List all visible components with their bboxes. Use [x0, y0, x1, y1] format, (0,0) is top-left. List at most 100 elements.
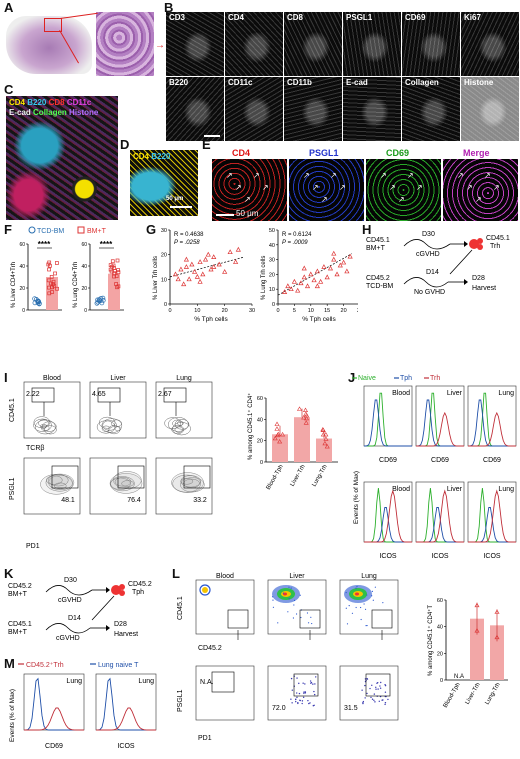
l-event: [295, 698, 297, 700]
l-bar-ytick-label: 60: [437, 598, 443, 604]
l-event: [290, 698, 292, 700]
imc-marker-grid: CD3 CD4 CD8 PSGL1 CD69 Ki67 B220 CD11c CD11b E-ca…: [166, 12, 519, 144]
schema-donor1: CD45.1: [366, 237, 390, 244]
g-point: [186, 276, 192, 282]
f-point-bmt: [116, 270, 121, 275]
panel-label-a: A: [4, 0, 14, 15]
f-point-bmt: [116, 284, 121, 289]
marker-tile-cd8: CD8: [284, 12, 342, 76]
l-flow-plots: Blood N.A. Liver 72.0 Lung 31.5 CD45.1 CD45.2 PS…: [177, 573, 508, 742]
g-ytick-label: 30: [161, 228, 167, 234]
j-legend-trh: Trh: [430, 375, 440, 382]
g-point: [233, 259, 239, 264]
i-density-contour: [45, 473, 75, 492]
marker-texture: [284, 12, 342, 76]
l-event: [313, 693, 316, 696]
c-legend-cd4: CD4: [9, 98, 26, 107]
i-density-contour: [40, 424, 47, 429]
marker-label: Ki67: [464, 13, 481, 22]
i-bar-ytick-label: 0: [260, 460, 263, 466]
l-density-core: [202, 587, 208, 593]
e-title-merge: Merge: [463, 148, 490, 158]
e-scale-label: 50 μm: [236, 209, 259, 218]
f-point-bmt: [114, 274, 119, 279]
g-point: [197, 278, 203, 284]
m-tissue-label: Lung: [138, 678, 154, 685]
schema-condition2: No GVHD: [414, 289, 445, 296]
j-tissue-label: Liver: [447, 486, 463, 493]
j-hist-frame: [415, 385, 465, 447]
g-point: [298, 280, 304, 286]
i-density-contour: [107, 425, 121, 435]
d-legend-cd4: CD4: [133, 152, 150, 161]
f-point-tcd: [99, 300, 105, 306]
l-event: [302, 682, 304, 684]
e-image-psgl1: ↗ ↗ ↗ ↗ ↗: [289, 159, 364, 221]
l-event: [301, 702, 303, 705]
l-event: [277, 622, 279, 624]
schema-arrowhead2: [106, 625, 110, 631]
l-bottom-gate-value: N.A.: [200, 679, 214, 686]
arrow-marker: ↗: [484, 171, 491, 180]
f-point-bmt: [53, 271, 57, 276]
g-point: [304, 283, 311, 289]
l-event: [272, 596, 274, 598]
schema-d28: D28: [472, 275, 485, 282]
i-bar: [272, 434, 288, 462]
g-p-value: P = .0009: [282, 240, 308, 246]
c-legend-histone: Histone: [69, 108, 99, 117]
panel-label-b: B: [164, 0, 174, 15]
g-ytick-label: 30: [269, 258, 275, 264]
d-legend-b220: B220: [151, 152, 171, 161]
l-event: [302, 696, 305, 699]
panel-label-d: D: [120, 137, 130, 152]
f-point-bmt: [48, 263, 52, 268]
l-event: [287, 611, 289, 613]
he-zoom-image: [96, 12, 154, 76]
d-scale-label: 50 μm: [166, 196, 184, 202]
f-point-bmt: [50, 290, 54, 294]
l-event: [362, 700, 365, 703]
l-top-gate: [371, 609, 393, 629]
f-ylabel: % Lung CD4+Trh: [73, 262, 79, 308]
i-tissue-label: Lung: [176, 375, 192, 382]
m-legend-naive: Lung naive T: [98, 662, 139, 669]
j-hist-frame: [415, 481, 465, 543]
l-event: [307, 622, 310, 624]
f-point-tcd: [100, 295, 106, 301]
g-trendline: [169, 256, 244, 278]
schema-donor1-type: BM+T: [8, 591, 28, 598]
f-dotplots: TCD-BM BM+T 0 20 40 60 % Liver CD4+Trh **** 0 20 4…: [11, 226, 124, 314]
g-point: [347, 253, 353, 259]
l-event: [307, 699, 309, 702]
l-density-ring: [199, 584, 211, 596]
schema-cgvhd: cGVHD: [58, 597, 82, 604]
arrow-marker: ↗: [416, 183, 423, 192]
l-event: [362, 702, 364, 705]
l-event: [360, 606, 362, 609]
g-scatterplots: 0 10 20 30 0 10 20 30 % Liver Trh cells % Tph cel…: [153, 228, 358, 323]
j-hist-frame: [467, 385, 517, 447]
l-event: [295, 613, 298, 615]
f-point-bmt: [112, 271, 117, 276]
marker-tile-ecad: E-cad: [343, 77, 401, 141]
i-top-gate: [163, 387, 187, 403]
schema-cell-cluster: [119, 584, 125, 590]
g-point: [337, 262, 343, 268]
l-event: [290, 587, 292, 589]
g-point: [308, 271, 314, 277]
l-event: [366, 624, 368, 627]
l-event: [384, 691, 387, 693]
i-bar-point: [304, 415, 310, 421]
g-point: [227, 249, 233, 255]
g-point: [205, 251, 211, 257]
l-bar: [470, 618, 484, 680]
i-density-contour: [174, 426, 184, 433]
l-ylabel-top: CD45.1: [177, 596, 184, 620]
l-xlabel-bottom: PD1: [198, 735, 212, 742]
marker-tile-collagen: Collagen: [402, 77, 460, 141]
schema-d30: D30: [422, 231, 435, 238]
g-point: [175, 276, 181, 282]
g-point: [281, 289, 288, 295]
l-event: [356, 585, 358, 588]
